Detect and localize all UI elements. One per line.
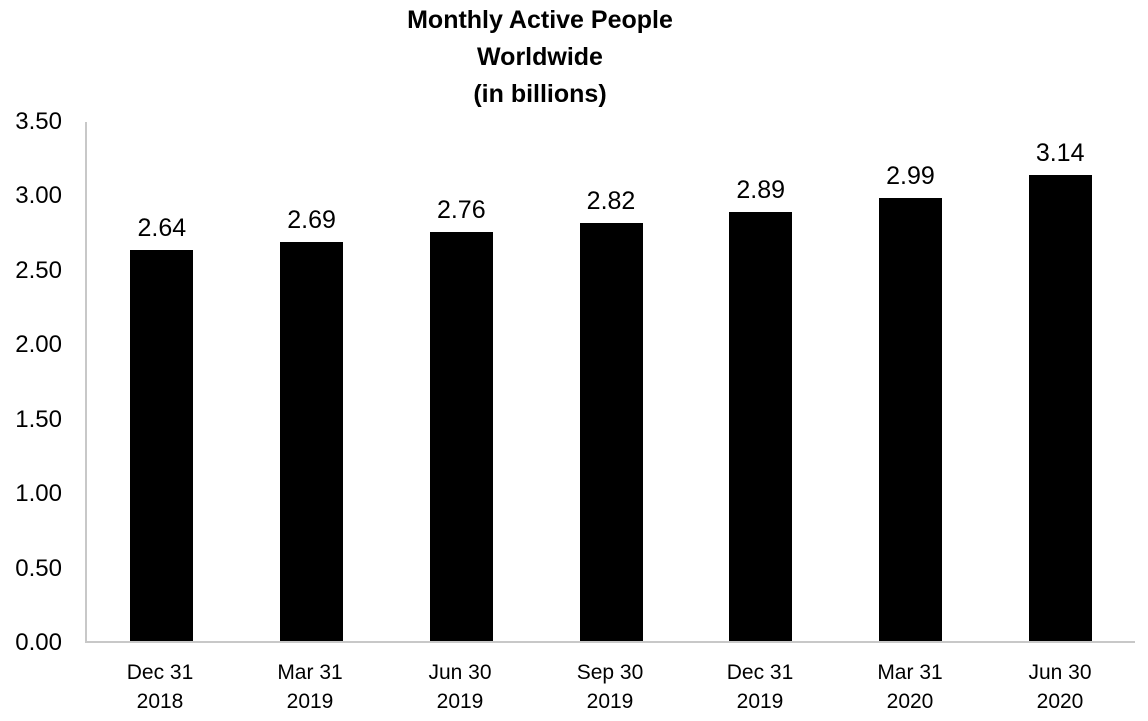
x-axis-labels: Dec 31 2018 Mar 31 2019 Jun 30 2019 Sep 30 2019… xyxy=(85,658,1135,716)
x-tick-label-line: 2020 xyxy=(1036,690,1084,713)
y-tick-label: 2.50 xyxy=(15,256,62,284)
bar xyxy=(579,222,643,641)
bar xyxy=(729,212,793,641)
y-tick-label: 0.00 xyxy=(15,629,62,656)
x-tick-label-line: 2019 xyxy=(586,690,634,713)
bar-group: 2.89 xyxy=(686,122,836,641)
bar-value-label: 2.89 xyxy=(736,176,786,205)
x-tick-label-line: 2018 xyxy=(136,690,184,713)
x-tick-label-line: 2019 xyxy=(436,690,484,713)
x-tick-label-line: Jun 30 xyxy=(428,661,492,684)
bars: 2.64 2.69 2.76 2.82 2.89 2.99 3.14 xyxy=(87,122,1135,641)
bar-value-label: 2.82 xyxy=(586,186,636,215)
y-tick-label: 2.00 xyxy=(15,331,62,359)
y-axis-ticks: 0.00 0.50 1.00 1.50 2.00 2.50 3.00 3.50 xyxy=(0,108,62,656)
x-tick-label-line: Dec 31 xyxy=(126,661,194,684)
bar-value-label: 2.69 xyxy=(287,206,336,235)
y-tick-label: 0.50 xyxy=(15,554,62,582)
bar xyxy=(130,249,194,641)
x-tick-label-line: Mar 31 xyxy=(277,661,343,684)
bar-group: 2.64 xyxy=(87,122,237,641)
y-tick-label: 1.50 xyxy=(15,405,62,433)
x-tick-label: Sep 30 2019 xyxy=(535,658,685,716)
bar-value-label: 2.64 xyxy=(137,213,187,242)
bar-value-label: 3.14 xyxy=(1035,139,1085,168)
y-tick-label: 1.00 xyxy=(15,480,62,508)
chart-title-line-2: Worldwide xyxy=(477,43,603,71)
bar-group: 2.82 xyxy=(536,122,686,641)
bar-group: 2.69 xyxy=(237,122,387,641)
bar-group: 2.99 xyxy=(836,122,986,641)
bar xyxy=(878,197,942,641)
x-tick-label: Mar 31 2019 xyxy=(235,658,385,716)
x-tick-label: Dec 31 2018 xyxy=(85,658,235,716)
bar xyxy=(1028,175,1092,641)
x-tick-label-line: Dec 31 xyxy=(726,661,794,684)
x-tick-label-line: Mar 31 xyxy=(877,661,943,684)
x-tick-label-line: Jun 30 xyxy=(1028,661,1092,684)
bar-value-label: 2.76 xyxy=(436,195,486,224)
x-tick-label-line: 2019 xyxy=(286,690,334,713)
x-tick-label-line: Sep 30 xyxy=(576,661,644,684)
bar xyxy=(429,231,493,641)
bar-value-label: 2.99 xyxy=(886,161,935,190)
chart-title-line-3: (in billions) xyxy=(473,80,607,108)
chart-title-line-1: Monthly Active People xyxy=(407,6,673,34)
x-tick-label: Jun 30 2019 xyxy=(385,658,535,716)
bar-group: 3.14 xyxy=(985,122,1135,641)
x-tick-label: Mar 31 2020 xyxy=(835,658,985,716)
plot-area: 2.64 2.69 2.76 2.82 2.89 2.99 3.14 xyxy=(85,122,1135,643)
x-tick-label: Jun 30 2020 xyxy=(985,658,1135,716)
y-tick-label: 3.00 xyxy=(15,182,62,210)
x-tick-label: Dec 31 2019 xyxy=(685,658,835,716)
x-tick-label-line: 2019 xyxy=(736,690,784,713)
x-tick-label-line: 2020 xyxy=(886,690,934,713)
bar-group: 2.76 xyxy=(386,122,536,641)
y-tick-label: 3.50 xyxy=(15,108,62,135)
chart-title: Monthly Active People Worldwide (in bill… xyxy=(0,2,1080,113)
bar xyxy=(280,242,344,641)
